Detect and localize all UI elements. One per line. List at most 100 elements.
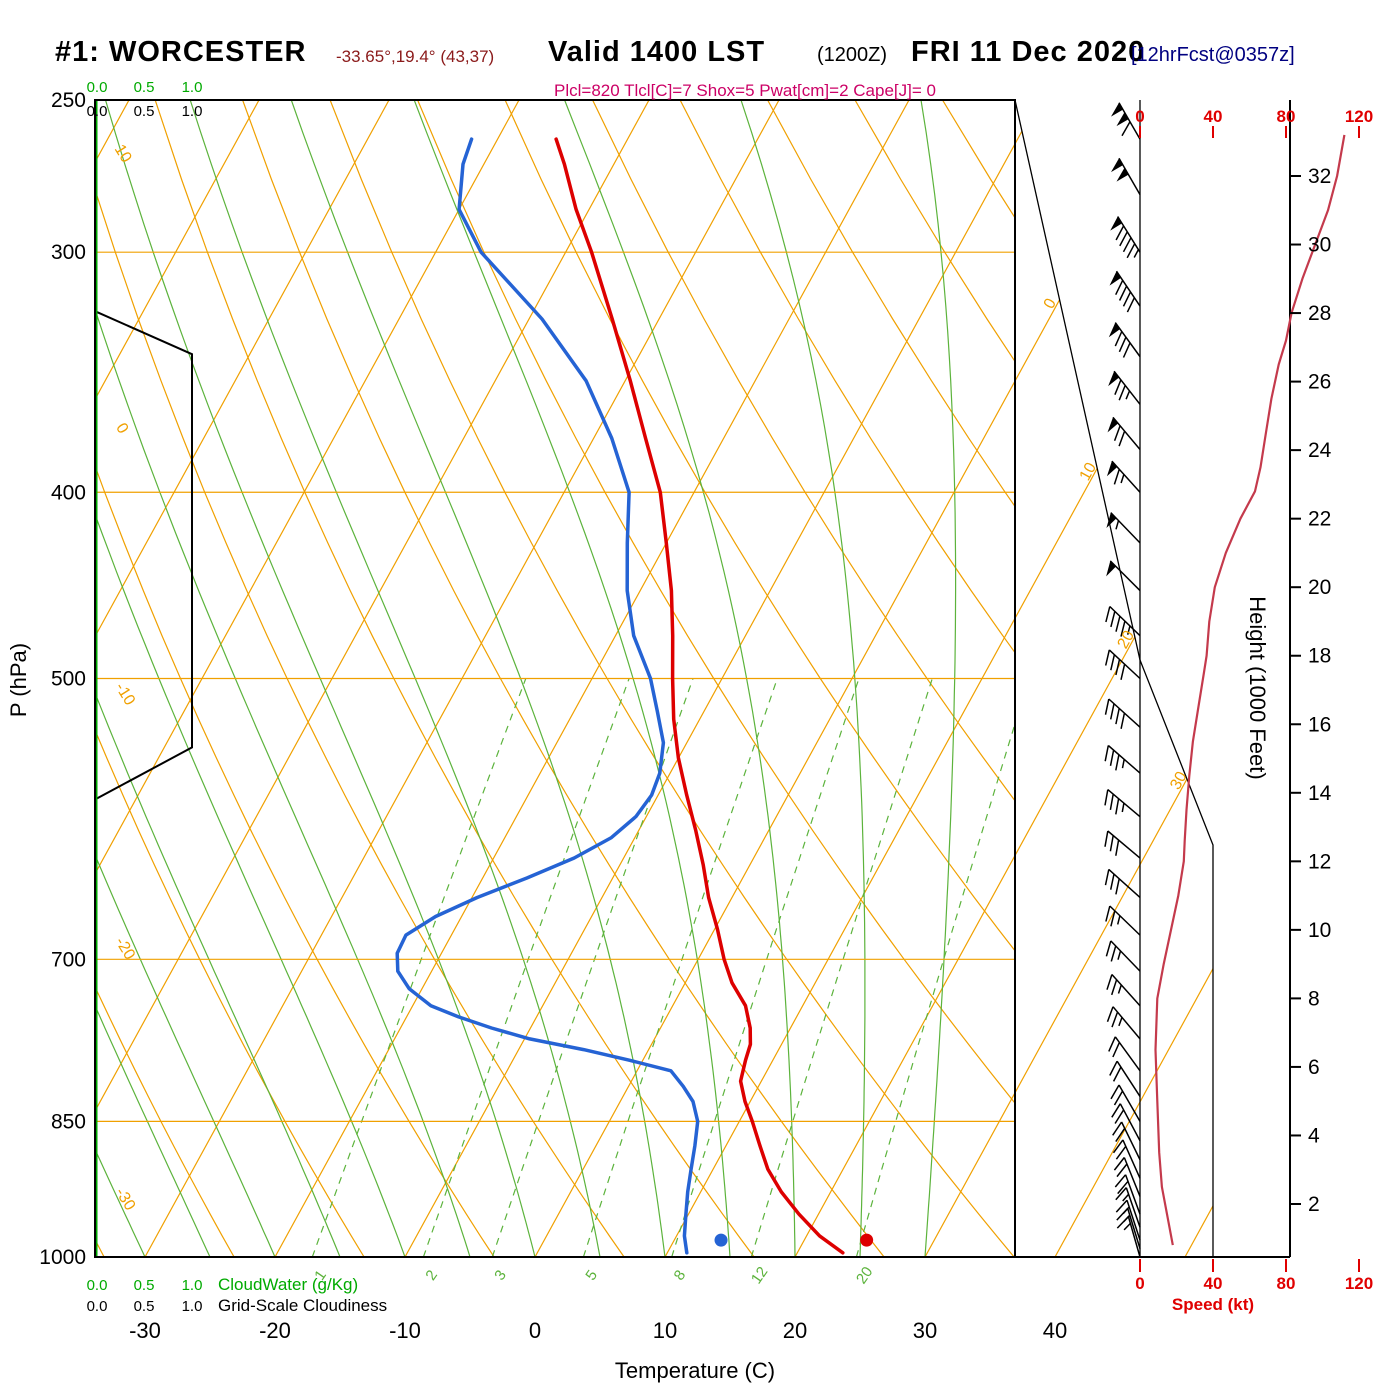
moist-adiabat-line: [290, 100, 666, 1257]
wind-barb: [1112, 1121, 1141, 1161]
isotherm-line: [1315, 100, 1400, 1257]
barb-staff: [1111, 1103, 1141, 1142]
extension-boundary: [1014, 99, 1214, 1257]
cloudwater-scale-bottom: 1.0: [182, 1277, 203, 1294]
barb-staff: [1104, 789, 1141, 818]
temperature-tick-label: 20: [783, 1318, 807, 1343]
cloudiness-scale-top: 0.0: [87, 103, 108, 120]
speed-tick-label-top: 120: [1345, 107, 1373, 126]
dry-adiabat-line: [242, 100, 885, 1257]
barb-staff: [1105, 905, 1141, 936]
valid-date: FRI 11 Dec 2020: [911, 36, 1146, 68]
isotherm-line: [95, 100, 260, 1257]
height-tick-label: 22: [1308, 508, 1331, 531]
cloudiness-scale-bottom: 0.5: [134, 1298, 155, 1315]
pressure-tick-label: 300: [51, 241, 86, 264]
isotherm-right-label: 20: [1115, 628, 1139, 652]
moist-adiabat-line: [104, 100, 536, 1257]
temperature-tick-label: 40: [1043, 1318, 1067, 1343]
wind-barb: [1110, 216, 1141, 259]
height-tick-label: 2: [1308, 1193, 1320, 1216]
wind-barb: [1115, 1187, 1141, 1228]
dry-adiabat-line: [329, 100, 1015, 1257]
mixing-ratio-line: [491, 678, 694, 1257]
pressure-tick-label: 1000: [39, 1246, 86, 1269]
wind-barb: [1113, 1157, 1141, 1197]
temperature-tick-label: -20: [259, 1318, 291, 1343]
dry-adiabat-line: [154, 100, 755, 1257]
wind-barb: [1106, 973, 1141, 1007]
dry-adiabat-line: [592, 100, 1015, 802]
wind-barb: [1104, 698, 1141, 729]
dry-adiabat-line: [679, 100, 1015, 654]
wind-barb: [1105, 905, 1141, 936]
dry-adiabat-line: [95, 464, 495, 1257]
height-tick-label: 26: [1308, 371, 1331, 394]
cloudiness-scale-top: 1.0: [182, 103, 203, 120]
speed-tick-label-top: 40: [1204, 107, 1223, 126]
mixing-ratio-label: 5: [582, 1267, 601, 1284]
mixing-ratio-label: 2: [422, 1267, 441, 1284]
mixing-ratio-line: [855, 721, 1015, 1257]
speed-tick-label-bottom: 40: [1204, 1274, 1223, 1293]
mixing-ratio-label: 3: [491, 1267, 510, 1284]
isotherm-line: [1184, 100, 1213, 1257]
height-axis-title: Height (1000 Feet): [1245, 596, 1270, 779]
dry-adiabat-line: [95, 985, 235, 1257]
barb-staff: [1118, 102, 1141, 140]
cloudwater-scale-top: 0.0: [87, 79, 108, 96]
height-tick-label: 32: [1308, 165, 1331, 188]
wind-barb: [1109, 270, 1141, 313]
barb-staff: [1106, 1006, 1141, 1040]
moist-adiabats-group: [95, 100, 957, 1257]
cloudiness-scale-top: 0.5: [134, 103, 155, 120]
mixing-ratio-group: [311, 678, 1015, 1257]
barb-staff: [1106, 973, 1141, 1007]
wind-barb: [1108, 370, 1141, 405]
moist-adiabat-line: [564, 100, 796, 1257]
speed-tick-label-bottom: 0: [1135, 1274, 1144, 1293]
wind-barb: [1108, 322, 1141, 358]
isotherm-line: [924, 100, 1213, 1257]
barb-staff: [1115, 1187, 1141, 1228]
surface-dewpoint-dot: [714, 1233, 728, 1247]
cloudwater-scale-bottom: 0.5: [134, 1277, 155, 1294]
isotherm-right-label: 10: [1077, 460, 1101, 484]
speed-tick-label-top: 80: [1277, 107, 1296, 126]
wind-barb: [1111, 157, 1141, 195]
barb-staff: [1109, 1060, 1141, 1097]
valid-zulu-time: (1200Z): [817, 44, 888, 66]
pressure-axis-title: P (hPa): [6, 643, 31, 717]
wind-barb: [1104, 744, 1141, 774]
barb-staff: [1104, 744, 1141, 774]
speed-tick-label-bottom: 120: [1345, 1274, 1373, 1293]
barb-staff: [1105, 605, 1141, 637]
wind-barb: [1106, 460, 1141, 493]
barb-flag: [1116, 167, 1129, 182]
moist-adiabat-line: [95, 512, 406, 1257]
moist-adiabat-line: [189, 100, 601, 1257]
isotherm-line: [1054, 100, 1213, 1257]
temperature-curve: [554, 137, 845, 1255]
dry-adiabats-group: [95, 100, 1400, 1257]
dry-adiabat-line: [1205, 100, 1400, 1257]
moist-adiabat-line: [95, 853, 276, 1257]
barb-flag: [1108, 371, 1120, 387]
dry-adiabat-label: -30: [112, 1185, 139, 1214]
barb-staff: [1112, 416, 1141, 450]
temperature-tick-label: 0: [529, 1318, 541, 1343]
speed-tick-label-top: 0: [1135, 107, 1144, 126]
cloudwater-scale-top: 0.5: [134, 79, 155, 96]
barb-staff: [1110, 1084, 1141, 1122]
wind-barb: [1107, 416, 1141, 450]
wind-barb: [1108, 1036, 1141, 1072]
pressure-tick-label: 400: [51, 481, 86, 504]
dry-adiabat-line: [417, 100, 1015, 1105]
barb-staff: [1112, 1139, 1141, 1179]
moist-adiabat-line: [95, 307, 471, 1257]
height-tick-label: 20: [1308, 576, 1331, 599]
barb-staff: [1111, 460, 1141, 493]
